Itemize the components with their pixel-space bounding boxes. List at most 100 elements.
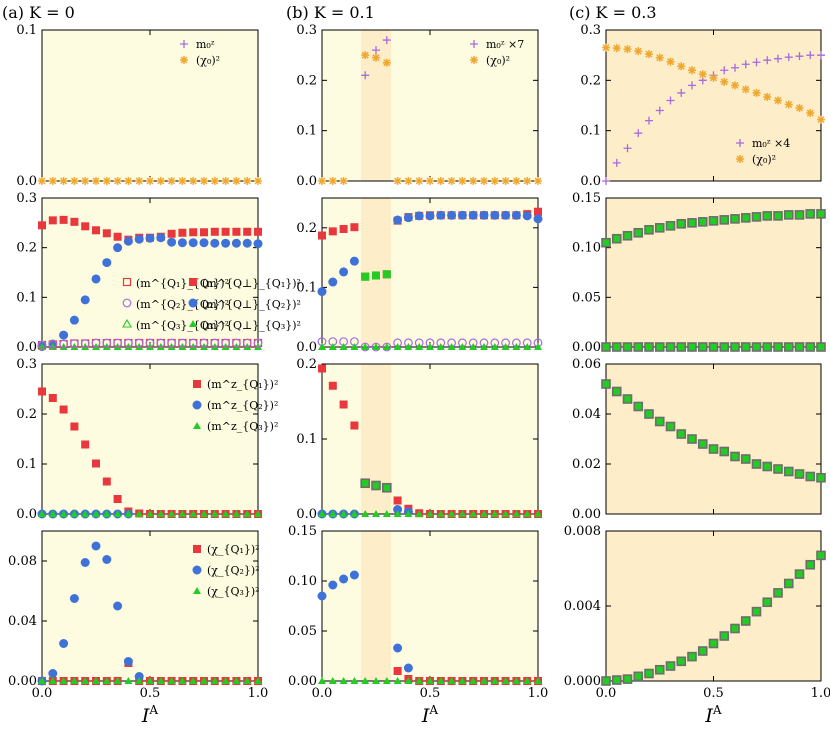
data-point: [794, 210, 805, 220]
data-point: [210, 677, 219, 684]
data-point: [102, 510, 111, 517]
data-point: [393, 677, 402, 684]
data-point: [533, 214, 543, 224]
data-point: [817, 51, 825, 60]
data-point: [447, 177, 456, 185]
data-point: [404, 510, 413, 517]
data-point: [415, 677, 424, 684]
x-axis-label: IA: [141, 703, 159, 727]
data-point: [688, 81, 696, 90]
data-point: [113, 232, 122, 241]
data-point: [48, 669, 58, 678]
data-point: [654, 223, 665, 233]
data-point: [469, 177, 478, 185]
data-point: [59, 405, 68, 414]
data-point: [816, 209, 826, 219]
data-point: [92, 510, 100, 517]
legend-label: (m^{Q₁}_{Q₁})²: [136, 277, 229, 290]
data-point: [350, 343, 359, 350]
data-point: [805, 559, 816, 570]
y-tick-label: 0.2: [296, 73, 317, 88]
data-point: [523, 177, 532, 185]
data-point: [328, 510, 337, 517]
y-tick-label: 0.2: [16, 241, 37, 256]
data-point: [645, 116, 653, 125]
data-point: [644, 224, 654, 235]
plot-background: [606, 30, 821, 181]
series-group: [601, 209, 826, 352]
data-point: [156, 677, 165, 684]
legend: (m^{Q₁}_{Q₁})²(m^{Q⊥}_{Q₁})² (m^{Q₂}_{Q₂}…: [122, 277, 301, 332]
legend-label: (m^z_{Q₁})²: [207, 378, 278, 391]
legend-marker: [736, 139, 744, 147]
data-point: [633, 342, 644, 352]
shaded-region: [360, 531, 392, 681]
data-point: [534, 177, 542, 185]
y-tick-label: 0.1: [296, 280, 317, 295]
data-point: [654, 416, 665, 427]
data-point: [794, 342, 805, 352]
data-point: [167, 338, 177, 348]
data-point: [534, 677, 542, 684]
data-point: [719, 631, 730, 641]
data-point: [612, 158, 621, 167]
data-point: [350, 223, 359, 232]
data-point: [38, 510, 46, 517]
data-point: [816, 342, 826, 352]
data-point: [720, 66, 729, 75]
legend: m₀ᶻ ×7 (χ₀)²: [470, 38, 524, 67]
data-point: [763, 92, 772, 101]
data-point: [774, 96, 782, 105]
data-point: [774, 54, 782, 63]
legend-label: (χ_{Q₂})²: [207, 564, 260, 577]
data-point: [254, 177, 262, 185]
data-point: [490, 177, 499, 185]
data-point: [81, 677, 90, 684]
data-point: [70, 177, 79, 185]
data-point: [816, 550, 826, 561]
legend-label: (m^z_{Q₂})²: [207, 399, 278, 412]
data-point: [393, 510, 402, 517]
series-group: [602, 43, 825, 185]
plot-background: [606, 531, 821, 681]
data-point: [146, 510, 154, 517]
series-group: [37, 215, 263, 352]
data-point: [458, 677, 467, 684]
x-tick-label: 0.5: [420, 686, 441, 701]
data-point: [372, 343, 380, 350]
legend-marker: [122, 318, 132, 328]
data-point: [69, 594, 79, 603]
data-point: [328, 677, 337, 684]
panel-a-r4: 0.00 0.04 0.08 0.0 0.5 1.0 IA (χ_{Q₁})² (χ_{Q₂})…: [8, 530, 268, 727]
data-point: [490, 510, 499, 517]
data-point: [167, 510, 176, 517]
y-tick-label: 0.04: [8, 614, 37, 629]
data-point: [806, 51, 815, 60]
y-tick-label: 0.00: [288, 674, 317, 689]
data-point: [221, 238, 231, 248]
data-point: [189, 177, 198, 185]
data-point: [156, 338, 166, 348]
data-point: [177, 338, 187, 348]
data-point: [752, 88, 761, 97]
data-point: [339, 224, 348, 233]
data-point: [102, 229, 111, 238]
data-point: [167, 229, 176, 238]
data-point: [124, 510, 133, 517]
data-point: [523, 677, 532, 684]
data-point: [512, 343, 521, 350]
data-point: [350, 421, 359, 430]
data-point: [92, 226, 100, 235]
data-point: [360, 478, 371, 489]
data-point: [762, 211, 773, 221]
data-point: [708, 444, 719, 454]
data-point: [59, 343, 68, 350]
data-point: [601, 342, 611, 352]
panel-a-r2: 0.0 0.1 0.2 0.3 (m^{Q₁}_{Q₁})²(m^{Q⊥}_{Q₁})²…: [16, 191, 301, 355]
data-point: [253, 338, 263, 348]
data-point: [328, 277, 338, 287]
data-point: [243, 677, 252, 684]
data-point: [81, 510, 90, 517]
data-point: [480, 177, 488, 185]
legend-marker: [192, 400, 202, 410]
